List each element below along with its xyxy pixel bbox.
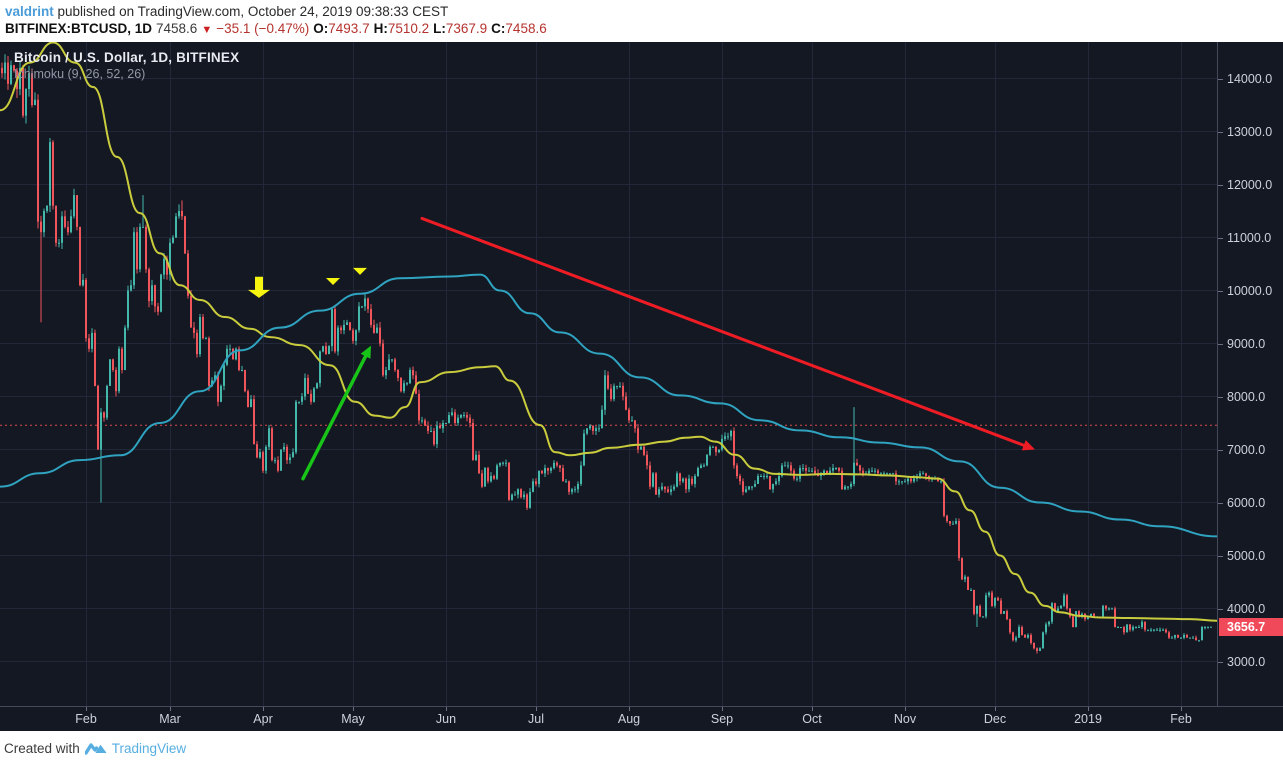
price-tick [1218,449,1223,451]
time-axis-label: Oct [802,712,822,726]
time-tick [263,707,264,711]
price-axis-label: 6000.0 [1227,495,1266,510]
price-axis-label: 4000.0 [1227,601,1266,616]
price-axis-label: 11000.0 [1227,230,1272,245]
small-yellow-down-triangle [353,267,367,275]
low-label: L: [433,21,446,36]
symbol-ohlc-line: BITFINEX:BTCUSD, 1D 7458.6 ▼ −35.1 (−0.47%)… [5,21,547,36]
last-price-tag: 3656.7 [1219,617,1283,636]
price-tick [1218,608,1223,610]
time-axis[interactable]: Feb Mar Apr May Jun Jul Aug Sep Oct Nov Dec 2019 Feb [0,706,1283,731]
price-tick [1218,131,1223,133]
open-label: O: [313,21,329,36]
price-axis-label: 9000.0 [1227,336,1266,351]
symbol-name: BITFINEX:BTCUSD, 1D [5,21,153,36]
time-tick [629,707,630,711]
price-axis-label: 8000.0 [1227,389,1266,404]
author-name[interactable]: valdrint [5,4,54,19]
time-tick [905,707,906,711]
time-tick [1181,707,1182,711]
close-value: 7458.6 [505,21,547,36]
price-axis-label: 10000.0 [1227,283,1273,298]
tradingview-logo-icon [84,743,107,755]
price-tick [1218,343,1223,345]
time-tick [446,707,447,711]
published-text: published on TradingView.com, October 24… [57,4,449,19]
ichimoku-yellow-line [0,42,1217,622]
time-tick [722,707,723,711]
time-axis-label: Jun [435,712,457,726]
time-tick [86,707,87,711]
high-value: 7510.2 [387,21,430,36]
time-axis-label: Nov [893,712,917,726]
time-axis-label: Mar [159,712,181,726]
candlestick-chart [0,42,1217,706]
chart-region: Bitcoin / U.S. Dollar, 1D, BITFINEX Ichi… [0,42,1283,731]
created-with-text: Created with [4,741,80,756]
time-tick [812,707,813,711]
time-axis-label: 2019 [1074,712,1102,726]
price-tick [1218,78,1223,80]
snapshot-footer: Created with TradingView [0,731,1283,768]
high-label: H: [373,21,388,36]
ichimoku-blue-line [0,273,1217,538]
time-axis-label: Aug [617,712,641,726]
time-axis-label: Feb [75,712,97,726]
price-axis-label: 3000.0 [1227,654,1266,669]
time-tick [353,707,354,711]
time-tick [1088,707,1089,711]
time-tick [170,707,171,711]
small-yellow-down-triangle [326,277,340,285]
close-label: C: [491,21,506,36]
last-price: 7458.6 [156,21,198,36]
chart-plot-area[interactable]: Bitcoin / U.S. Dollar, 1D, BITFINEX Ichi… [0,42,1217,706]
time-axis-label: Apr [253,712,273,726]
price-tick [1218,396,1223,398]
price-tick [1218,184,1223,186]
time-axis-label: May [341,712,365,726]
time-tick [536,707,537,711]
time-tick [995,707,996,711]
price-tick [1218,661,1223,663]
price-tick [1218,555,1223,557]
price-axis-label: 12000.0 [1227,177,1273,192]
published-line: valdrint published on TradingView.com, O… [5,4,448,19]
time-axis-label: Feb [1170,712,1192,726]
price-axis-label: 5000.0 [1227,548,1266,563]
price-axis-label: 14000.0 [1227,71,1273,86]
price-axis-label: 13000.0 [1227,124,1273,139]
price-axis-label: 7000.0 [1227,442,1266,457]
big-yellow-down-arrow [248,276,270,298]
low-value: 7367.9 [445,21,488,36]
price-tick [1218,237,1223,239]
price-tick [1218,502,1223,504]
price-axis[interactable]: 14000.0 13000.0 12000.0 11000.0 10000.0 9000.… [1217,42,1283,706]
snapshot-header: valdrint published on TradingView.com, O… [0,0,1283,42]
tradingview-brand-link[interactable]: TradingView [111,741,187,756]
price-tick [1218,290,1223,292]
down-triangle-icon: ▼ [201,24,213,36]
open-value: 7493.7 [328,21,370,36]
time-axis-label: Jul [528,712,544,726]
time-axis-label: Dec [983,712,1007,726]
price-change: −35.1 (−0.47%) [216,21,310,36]
time-axis-label: Sep [710,712,734,726]
